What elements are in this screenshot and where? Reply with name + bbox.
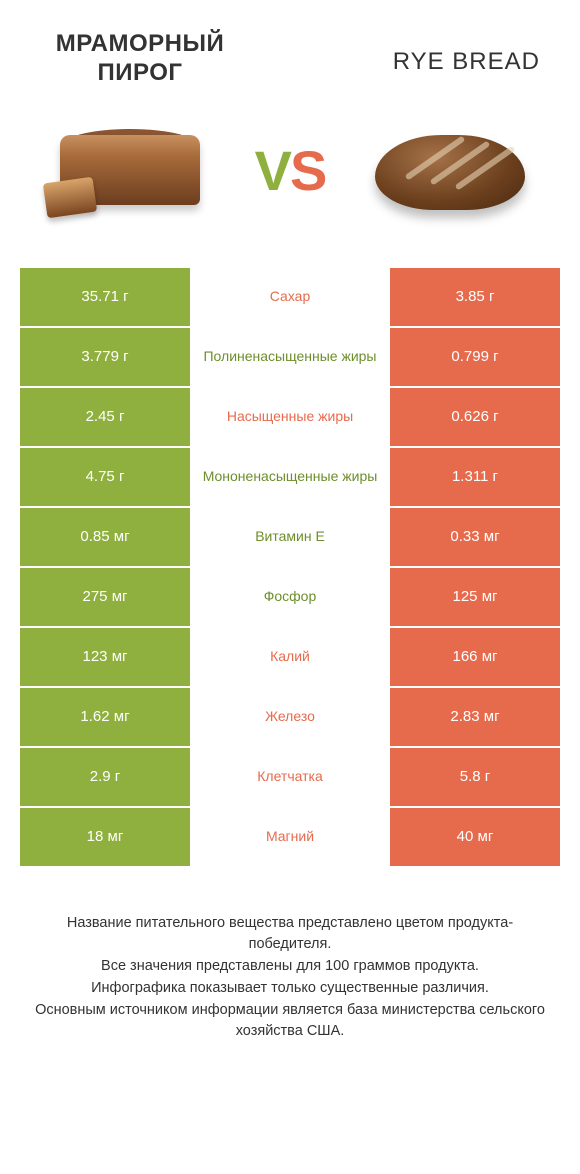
nutrient-label: Фосфор [190, 568, 390, 626]
right-value: 0.33 мг [390, 508, 560, 566]
table-row: 275 мг Фосфор 125 мг [20, 568, 560, 626]
marble-cake-icon [50, 125, 210, 215]
nutrient-label: Мононенасыщенные жиры [190, 448, 390, 506]
left-value: 123 мг [20, 628, 190, 686]
left-value: 2.45 г [20, 388, 190, 446]
table-row: 2.9 г Клетчатка 5.8 г [20, 748, 560, 806]
footer-line: Основным источником информации является … [30, 1000, 550, 1044]
nutrient-label: Железо [190, 688, 390, 746]
left-value: 35.71 г [20, 268, 190, 326]
right-value: 0.799 г [390, 328, 560, 386]
right-value: 2.83 мг [390, 688, 560, 746]
right-value: 40 мг [390, 808, 560, 866]
rye-bread-icon [370, 120, 530, 220]
images-row: VS [0, 98, 580, 268]
product-left-title: МРАМОРНЫЙ ПИРОГ [40, 30, 240, 88]
left-value: 18 мг [20, 808, 190, 866]
product-right-title: RYE BREAD [340, 30, 540, 76]
vs-v: V [255, 139, 290, 202]
right-value: 1.311 г [390, 448, 560, 506]
left-value: 2.9 г [20, 748, 190, 806]
footer-line: Все значения представлены для 100 граммо… [30, 956, 550, 978]
footer-notes: Название питательного вещества представл… [0, 868, 580, 1064]
table-row: 123 мг Калий 166 мг [20, 628, 560, 686]
footer-line: Инфографика показывает только существенн… [30, 978, 550, 1000]
product-right-image [360, 100, 540, 240]
table-row: 2.45 г Насыщенные жиры 0.626 г [20, 388, 560, 446]
right-value: 125 мг [390, 568, 560, 626]
product-left-image [40, 100, 220, 240]
nutrient-label: Магний [190, 808, 390, 866]
vs-label: VS [255, 138, 326, 203]
header: МРАМОРНЫЙ ПИРОГ RYE BREAD [0, 0, 580, 98]
nutrient-label: Сахар [190, 268, 390, 326]
table-row: 0.85 мг Витамин E 0.33 мг [20, 508, 560, 566]
left-value: 0.85 мг [20, 508, 190, 566]
footer-line: Название питательного вещества представл… [30, 913, 550, 957]
nutrient-label: Насыщенные жиры [190, 388, 390, 446]
left-value: 275 мг [20, 568, 190, 626]
table-row: 18 мг Магний 40 мг [20, 808, 560, 866]
nutrient-label: Витамин E [190, 508, 390, 566]
right-value: 166 мг [390, 628, 560, 686]
left-value: 4.75 г [20, 448, 190, 506]
comparison-table: 35.71 г Сахар 3.85 г 3.779 г Полиненасыщ… [0, 268, 580, 866]
left-value: 3.779 г [20, 328, 190, 386]
right-value: 3.85 г [390, 268, 560, 326]
nutrient-label: Клетчатка [190, 748, 390, 806]
table-row: 4.75 г Мононенасыщенные жиры 1.311 г [20, 448, 560, 506]
left-value: 1.62 мг [20, 688, 190, 746]
table-row: 35.71 г Сахар 3.85 г [20, 268, 560, 326]
right-value: 0.626 г [390, 388, 560, 446]
nutrient-label: Полиненасыщенные жиры [190, 328, 390, 386]
nutrient-label: Калий [190, 628, 390, 686]
right-value: 5.8 г [390, 748, 560, 806]
table-row: 1.62 мг Железо 2.83 мг [20, 688, 560, 746]
table-row: 3.779 г Полиненасыщенные жиры 0.799 г [20, 328, 560, 386]
vs-s: S [290, 139, 325, 202]
